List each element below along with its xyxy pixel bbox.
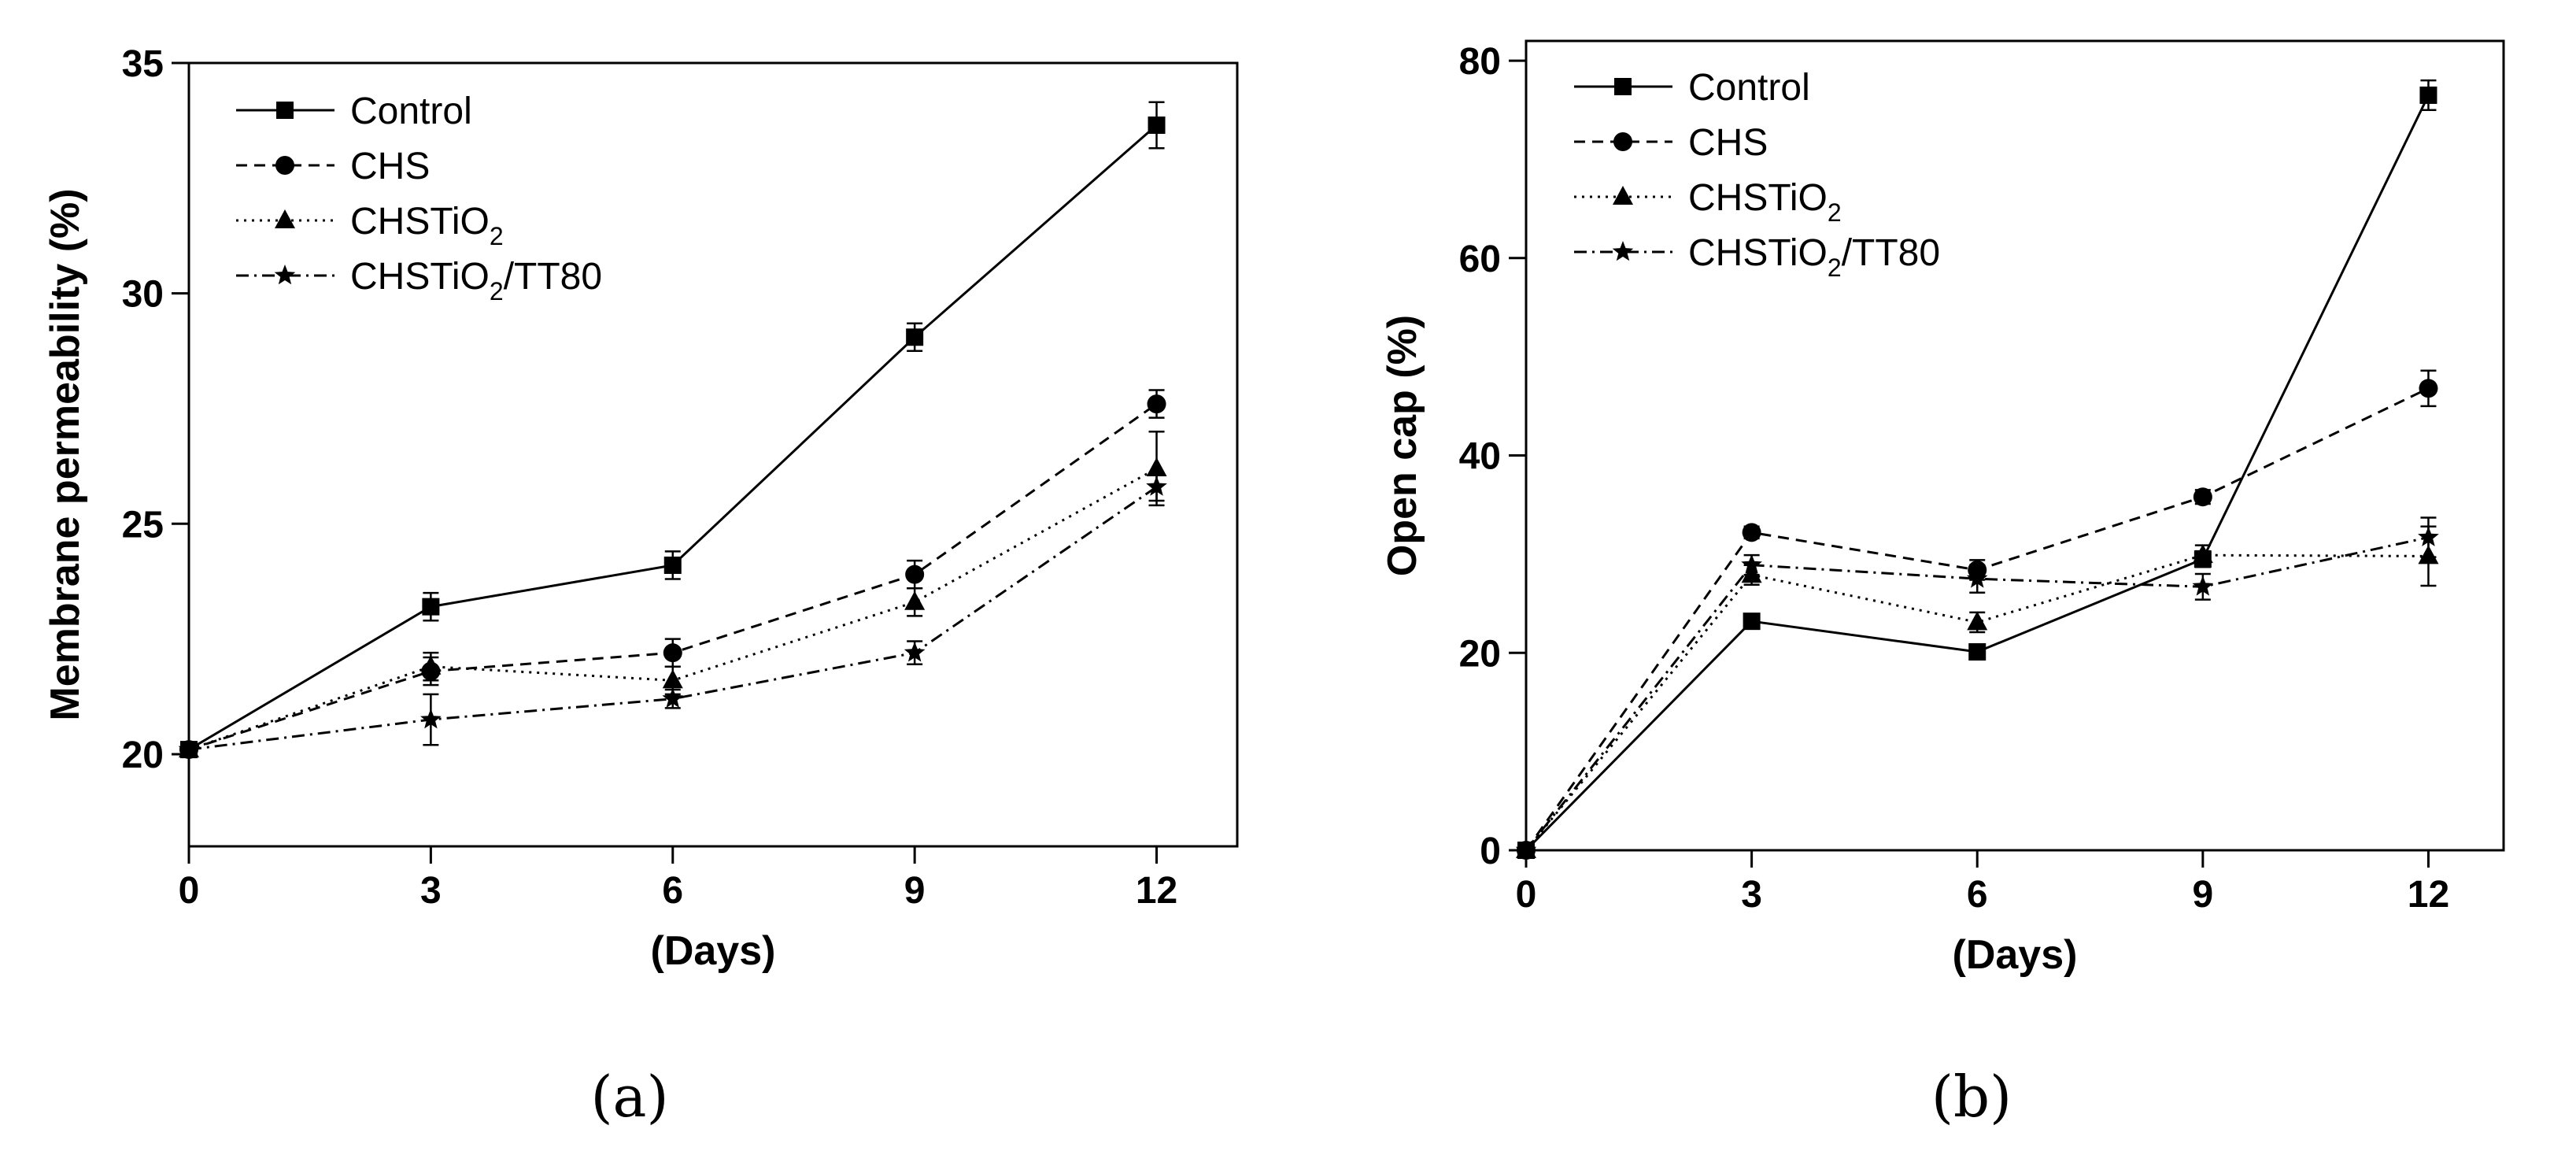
chart-panel-b: 0 3 6 9 12 0 20 40 60 80 (Days) Open cap (%) Control…	[1380, 39, 2505, 1130]
legend-entry: CHS	[1574, 122, 1768, 164]
x-tick-label: 0	[1516, 874, 1537, 916]
y-tick-label: 30	[122, 274, 164, 316]
legend-label: CHSTiO2	[1688, 177, 1842, 227]
x-tick-label: 12	[2408, 874, 2449, 916]
x-axis-title: (Days)	[1953, 932, 2078, 978]
series-line	[188, 486, 1158, 751]
y-axis-title: Open cap (%)	[1380, 315, 1425, 576]
data-point	[2192, 544, 2213, 564]
data-point	[906, 328, 924, 346]
legend-entry: CHSTiO2/TT80	[1574, 232, 1940, 282]
y-axis-title: Membrane permeability (%)	[43, 188, 88, 720]
data-point	[663, 556, 682, 574]
y-tick-label: 80	[1459, 41, 1501, 83]
data-point	[2419, 86, 2437, 104]
legend-entry: Control	[1574, 67, 1810, 109]
legend-marker	[1613, 132, 1632, 151]
data-point	[1741, 553, 1762, 574]
data-point	[2419, 379, 2438, 398]
data-point	[662, 669, 683, 689]
legend-marker	[276, 102, 294, 119]
legend-label: CHSTiO2/TT80	[350, 256, 602, 305]
data-point	[663, 643, 682, 663]
panel-label: (a)	[590, 1064, 668, 1130]
x-tick-label: 3	[1741, 874, 1762, 916]
x-tick-label: 6	[1967, 874, 1988, 916]
chart-panel-a: 0 3 6 9 12 20 25 30 35 (Days) Membrane permeabilit…	[43, 43, 1239, 1130]
x-tick-label: 6	[662, 870, 683, 912]
data-point	[2193, 487, 2212, 507]
plot-frame	[1525, 39, 2505, 852]
data-point	[1146, 457, 1167, 477]
y-tick-label: 0	[1480, 831, 1501, 872]
legend-entry: CHSTiO2	[236, 201, 504, 250]
legend-marker	[1612, 241, 1634, 261]
y-tick-label: 20	[122, 735, 164, 776]
y-tick-label: 25	[122, 504, 164, 546]
data-point	[178, 738, 200, 759]
legend-marker	[275, 156, 294, 175]
data-point	[1966, 568, 1988, 588]
series-line	[1525, 553, 2429, 851]
x-tick-label: 9	[2192, 874, 2213, 916]
data-point	[422, 598, 440, 616]
legend-marker	[274, 265, 296, 285]
legend-label: CHS	[350, 146, 430, 187]
x-tick-label: 9	[904, 870, 926, 912]
series-chstio2	[1516, 525, 2439, 858]
x-tick-label: 3	[420, 870, 442, 912]
panel-label: (b)	[1931, 1064, 2012, 1130]
data-point	[1146, 476, 1167, 496]
x-tick-label: 0	[179, 870, 200, 912]
legend-entry: CHSTiO2	[1574, 177, 1842, 227]
x-axis-title: (Days)	[651, 928, 776, 974]
series-line	[1525, 94, 2430, 852]
series-chstio2-tt80	[1515, 516, 2439, 860]
data-point	[1967, 611, 1988, 631]
x-tick-label: 12	[1136, 870, 1177, 912]
data-point	[420, 709, 442, 729]
data-point	[1743, 613, 1761, 631]
legend-label: Control	[1688, 67, 1810, 109]
legend-entry: CHSTiO2/TT80	[236, 256, 602, 305]
data-point	[905, 564, 925, 584]
legend-entry: Control	[236, 91, 472, 132]
data-point	[662, 687, 684, 708]
y-tick-label: 20	[1459, 633, 1501, 675]
data-point	[904, 642, 926, 662]
data-point	[1515, 839, 1537, 860]
data-point	[1148, 117, 1166, 135]
plot-frame	[187, 61, 1239, 848]
legend-label: CHS	[1688, 122, 1768, 164]
data-point	[904, 590, 926, 610]
y-tick-label: 60	[1459, 239, 1501, 280]
y-tick-label: 40	[1459, 436, 1501, 478]
data-point	[1968, 643, 1987, 661]
legend-label: CHSTiO2/TT80	[1688, 232, 1940, 282]
series-chstio2-tt80	[178, 472, 1167, 759]
y-tick-label: 35	[122, 43, 164, 85]
data-point	[1147, 394, 1166, 414]
legend-marker	[1613, 186, 1633, 205]
data-point	[2418, 526, 2439, 546]
data-point	[2192, 576, 2214, 596]
legend-entry: CHS	[236, 146, 430, 187]
legend-label: CHSTiO2	[350, 201, 504, 250]
data-point	[1742, 523, 1761, 542]
series-control	[1517, 79, 2437, 859]
legend-marker	[1614, 78, 1632, 95]
legend-marker	[275, 209, 295, 228]
data-point	[420, 655, 442, 675]
legend-label: Control	[350, 91, 472, 132]
